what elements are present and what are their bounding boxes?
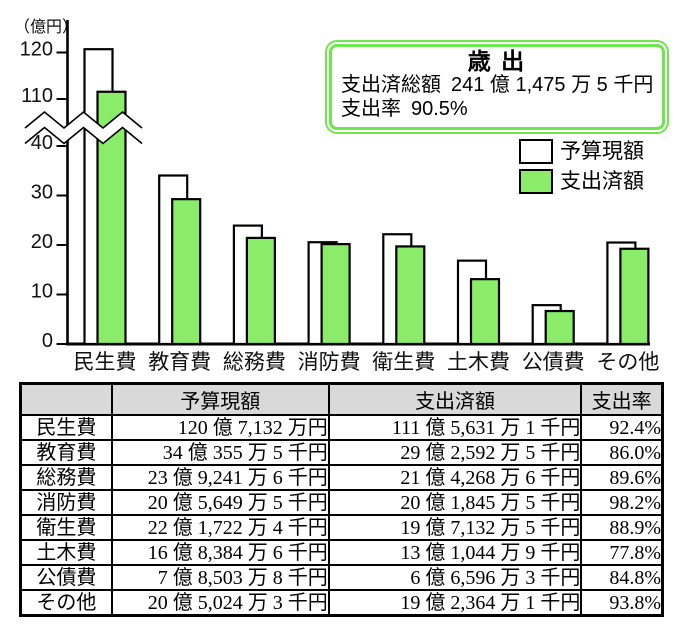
axis-break-upper-zigzag bbox=[24, 110, 143, 130]
row-rate: 88.9% bbox=[580, 514, 664, 541]
summary-box-inner: 歳 出 支出済総額 241 億 1,475 万 5 千円 支出率 90.5% bbox=[329, 44, 665, 130]
table-row: 公債費 7 億 8,503 万 8 千円 6 億 6,596 万 3 千円 84.8% bbox=[19, 564, 664, 591]
summary-rate-line: 支出率 90.5% bbox=[341, 98, 653, 122]
x-category-label: 土木費 bbox=[447, 351, 510, 374]
row-budget: 34 億 355 万 5 千円 bbox=[110, 439, 330, 466]
row-budget: 120 億 7,132 万円 bbox=[110, 414, 330, 441]
y-tick-label: 120 bbox=[20, 39, 53, 61]
row-budget: 20 億 5,024 万 3 千円 bbox=[110, 589, 330, 617]
row-rate: 86.0% bbox=[580, 439, 664, 466]
row-category: 総務費 bbox=[19, 464, 113, 491]
table-row: 衛生費 22 億 1,722 万 4 千円 19 億 7,132 万 5 千円 88.… bbox=[19, 514, 664, 541]
row-category: 民生費 bbox=[19, 414, 113, 441]
row-category: 教育費 bbox=[19, 439, 113, 466]
expenditure-table: 予算現額 支出済額 支出率 民生費 120 億 7,132 万円 111 億 5,6… bbox=[19, 382, 664, 617]
axis-break-band bbox=[25, 112, 142, 144]
row-spent: 20 億 1,845 万 5 千円 bbox=[327, 489, 583, 516]
summary-rate-value: 90.5% bbox=[411, 98, 468, 121]
legend-swatch-budget bbox=[519, 138, 553, 164]
legend-item-spent: 支出済額 bbox=[519, 168, 644, 194]
row-spent: 13 億 1,044 万 9 千円 bbox=[327, 539, 583, 566]
y-tick-label: 0 bbox=[42, 330, 53, 352]
x-category-label: 消防費 bbox=[298, 351, 361, 374]
x-category-label: 総務費 bbox=[223, 351, 286, 374]
x-category-label: 公債費 bbox=[522, 351, 585, 374]
row-budget: 7 億 8,503 万 8 千円 bbox=[110, 564, 330, 591]
row-rate: 84.8% bbox=[580, 564, 664, 591]
x-category-label: その他 bbox=[596, 351, 659, 374]
summary-box: 歳 出 支出済総額 241 億 1,475 万 5 千円 支出率 90.5% bbox=[325, 40, 669, 134]
row-spent: 19 億 2,364 万 1 千円 bbox=[327, 589, 583, 617]
row-rate: 93.8% bbox=[580, 589, 664, 617]
summary-total-value: 241 億 1,475 万 5 千円 bbox=[451, 74, 654, 97]
legend-label-spent: 支出済額 bbox=[560, 169, 644, 193]
spent-bar-衛生費 bbox=[395, 245, 426, 346]
legend-item-budget: 予算現額 bbox=[519, 138, 644, 164]
spent-bar-教育費 bbox=[171, 198, 202, 346]
row-rate: 92.4% bbox=[580, 414, 664, 441]
row-budget: 16 億 8,384 万 6 千円 bbox=[110, 539, 330, 566]
spent-bar-公債費 bbox=[544, 309, 575, 346]
row-category: その他 bbox=[19, 589, 113, 617]
header-budget: 予算現額 bbox=[110, 382, 330, 416]
row-spent: 29 億 2,592 万 5 千円 bbox=[327, 439, 583, 466]
row-budget: 23 億 9,241 万 6 千円 bbox=[110, 464, 330, 491]
header-spent: 支出済額 bbox=[327, 382, 583, 416]
table-header-row: 予算現額 支出済額 支出率 bbox=[19, 382, 664, 416]
header-rate: 支出率 bbox=[580, 382, 664, 416]
y-tick-label: 10 bbox=[31, 281, 53, 303]
y-axis-unit-label: （億円） bbox=[14, 18, 78, 36]
row-category: 土木費 bbox=[19, 539, 113, 566]
y-tick-label: 40 bbox=[31, 132, 53, 154]
x-category-label: 衛生費 bbox=[372, 351, 435, 374]
table-row: 民生費 120 億 7,132 万円 111 億 5,631 万 1 千円 92.4% bbox=[19, 414, 664, 441]
x-category-label: 民生費 bbox=[74, 351, 137, 374]
table-row: 教育費 34 億 355 万 5 千円 29 億 2,592 万 5 千円 86.0% bbox=[19, 439, 664, 466]
spent-bar-その他 bbox=[619, 247, 650, 346]
y-tick-label: 30 bbox=[31, 182, 53, 204]
spent-bar-土木費 bbox=[469, 278, 501, 346]
row-rate: 77.8% bbox=[580, 539, 664, 566]
expenditure-bar-chart: （億円） 民生費 教育費 総務費 消防費 衛生費 土木費 公債費 その他 0 10 20 30 40 11… bbox=[14, 18, 659, 374]
axis-break-lower-zigzag bbox=[24, 126, 143, 145]
table-row: 土木費 16 億 8,384 万 6 千円 13 億 1,044 万 9 千円 77.… bbox=[19, 539, 664, 566]
row-budget: 20 億 5,649 万 5 千円 bbox=[110, 489, 330, 516]
x-category-label: 教育費 bbox=[148, 351, 211, 374]
summary-rate-label: 支出率 bbox=[341, 98, 401, 121]
row-spent: 6 億 6,596 万 3 千円 bbox=[327, 564, 583, 591]
table-row: 総務費 23 億 9,241 万 6 千円 21 億 4,268 万 6 千円 89.… bbox=[19, 464, 664, 491]
row-rate: 98.2% bbox=[580, 489, 664, 516]
legend-swatch-spent bbox=[519, 168, 553, 194]
spent-bar-総務費 bbox=[245, 236, 276, 346]
y-tick-label: 110 bbox=[21, 85, 53, 107]
row-spent: 19 億 7,132 万 5 千円 bbox=[327, 514, 583, 541]
summary-total-line: 支出済総額 241 億 1,475 万 5 千円 bbox=[341, 74, 653, 98]
row-rate: 89.6% bbox=[580, 464, 664, 491]
table-row: その他 20 億 5,024 万 3 千円 19 億 2,364 万 1 千円 93.… bbox=[19, 589, 664, 617]
row-category: 衛生費 bbox=[19, 514, 113, 541]
header-category bbox=[19, 382, 113, 416]
legend-label-budget: 予算現額 bbox=[560, 139, 644, 163]
table-row: 消防費 20 億 5,649 万 5 千円 20 億 1,845 万 5 千円 98.… bbox=[19, 489, 664, 516]
spent-bar-消防費 bbox=[320, 243, 351, 346]
row-category: 消防費 bbox=[19, 489, 113, 516]
row-budget: 22 億 1,722 万 4 千円 bbox=[110, 514, 330, 541]
row-spent: 21 億 4,268 万 6 千円 bbox=[327, 464, 583, 491]
row-spent: 111 億 5,631 万 1 千円 bbox=[327, 414, 583, 441]
summary-total-label: 支出済総額 bbox=[341, 74, 441, 97]
y-tick-label: 20 bbox=[31, 231, 53, 253]
row-category: 公債費 bbox=[19, 564, 113, 591]
chart-legend: 予算現額 支出済額 bbox=[519, 138, 644, 199]
summary-title: 歳 出 bbox=[467, 48, 527, 74]
